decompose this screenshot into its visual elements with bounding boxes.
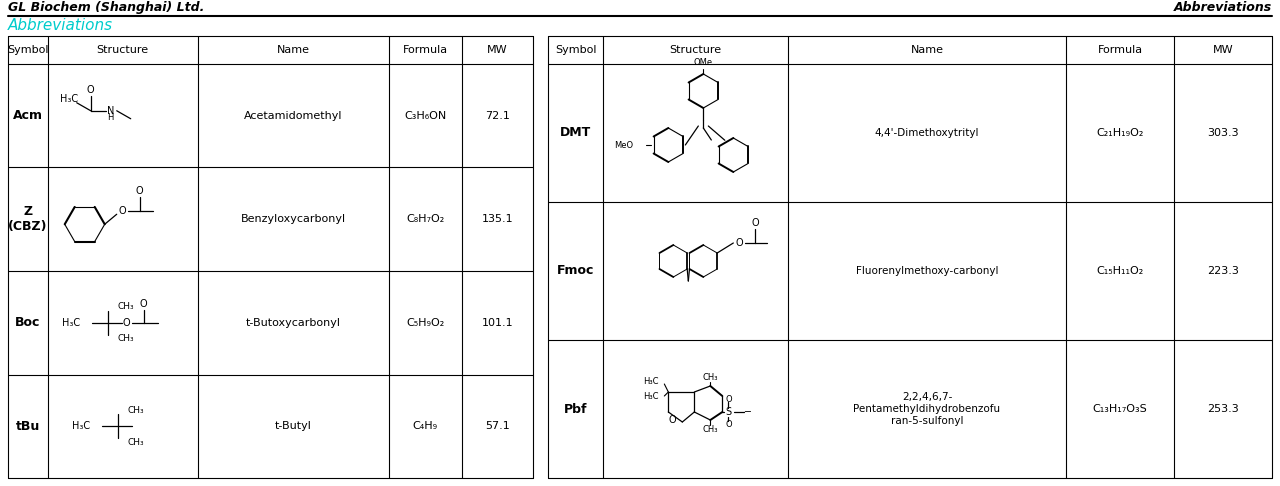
Text: Structure: Structure [97,45,148,55]
Text: C₅H₉O₂: C₅H₉O₂ [406,318,444,328]
Text: C₄H₉: C₄H₉ [413,421,438,431]
Text: Abbreviations: Abbreviations [1174,1,1272,15]
Text: GL Biochem (Shanghai) Ltd.: GL Biochem (Shanghai) Ltd. [8,1,205,15]
Text: Pbf: Pbf [563,402,588,416]
Text: O: O [123,318,131,328]
Text: O: O [136,186,143,196]
Text: Formula: Formula [403,45,448,55]
Text: Fluorenylmethoxy-carbonyl: Fluorenylmethoxy-carbonyl [856,266,998,276]
Text: 57.1: 57.1 [485,421,509,431]
Text: H₃C: H₃C [643,378,658,386]
Text: CH₃: CH₃ [118,302,134,311]
Text: Acm: Acm [13,109,44,122]
Text: Benzyloxycarbonyl: Benzyloxycarbonyl [241,214,346,224]
Text: Name: Name [910,45,943,55]
Text: 253.3: 253.3 [1207,404,1239,414]
Text: 2,2,4,6,7-
Pentamethyldihydrobenzofu
ran-5-sulfonyl: 2,2,4,6,7- Pentamethyldihydrobenzofu ran… [854,392,1001,426]
Text: C₂₁H₁₉O₂: C₂₁H₁₉O₂ [1096,128,1143,138]
Text: Structure: Structure [669,45,722,55]
Text: 223.3: 223.3 [1207,266,1239,276]
Text: O: O [668,415,676,425]
Text: t-Butoxycarbonyl: t-Butoxycarbonyl [246,318,340,328]
Text: 101.1: 101.1 [481,318,513,328]
Text: H₃C: H₃C [72,421,90,431]
Text: Abbreviations: Abbreviations [8,18,113,34]
Text: 303.3: 303.3 [1207,128,1239,138]
Text: O: O [724,419,732,429]
Text: Z
(CBZ): Z (CBZ) [8,205,47,233]
Text: DMT: DMT [559,126,591,139]
Text: H₃C: H₃C [643,392,658,400]
Text: MW: MW [486,45,508,55]
Text: CH₃: CH₃ [703,424,718,434]
Text: C₃H₆ON: C₃H₆ON [404,111,447,121]
Text: Fmoc: Fmoc [557,264,594,278]
Text: C₁₃H₁₇O₃S: C₁₃H₁₇O₃S [1093,404,1147,414]
Text: N: N [108,106,114,116]
Text: Boc: Boc [15,316,41,329]
Text: Symbol: Symbol [8,45,49,55]
Text: O: O [140,299,147,309]
Text: 72.1: 72.1 [485,111,509,121]
Text: C₈H₇O₂: C₈H₇O₂ [406,214,444,224]
Text: O: O [736,238,744,248]
Text: O: O [751,218,759,228]
Text: OMe: OMe [694,58,713,68]
Text: S: S [726,407,731,417]
Text: O: O [724,395,732,403]
Text: C₁₅H₁₁O₂: C₁₅H₁₁O₂ [1097,266,1143,276]
Text: Symbol: Symbol [554,45,596,55]
Text: O: O [119,206,127,216]
Text: CH₃: CH₃ [128,406,145,415]
Text: O: O [87,85,95,95]
Text: CH₃: CH₃ [128,438,145,447]
Text: Formula: Formula [1097,45,1143,55]
Text: H₃C: H₃C [60,94,78,104]
Text: Name: Name [276,45,310,55]
Text: t-Butyl: t-Butyl [275,421,312,431]
Text: tBu: tBu [15,420,40,433]
Text: 4,4'-Dimethoxytrityl: 4,4'-Dimethoxytrityl [874,128,979,138]
Text: H: H [108,113,114,122]
Text: Acetamidomethyl: Acetamidomethyl [244,111,343,121]
Text: MeO: MeO [614,140,634,150]
Text: 135.1: 135.1 [481,214,513,224]
Text: CH₃: CH₃ [703,372,718,382]
Text: ─: ─ [745,407,750,417]
Text: MW: MW [1212,45,1233,55]
Text: H₃C: H₃C [61,318,79,328]
Text: CH₃: CH₃ [118,334,134,343]
